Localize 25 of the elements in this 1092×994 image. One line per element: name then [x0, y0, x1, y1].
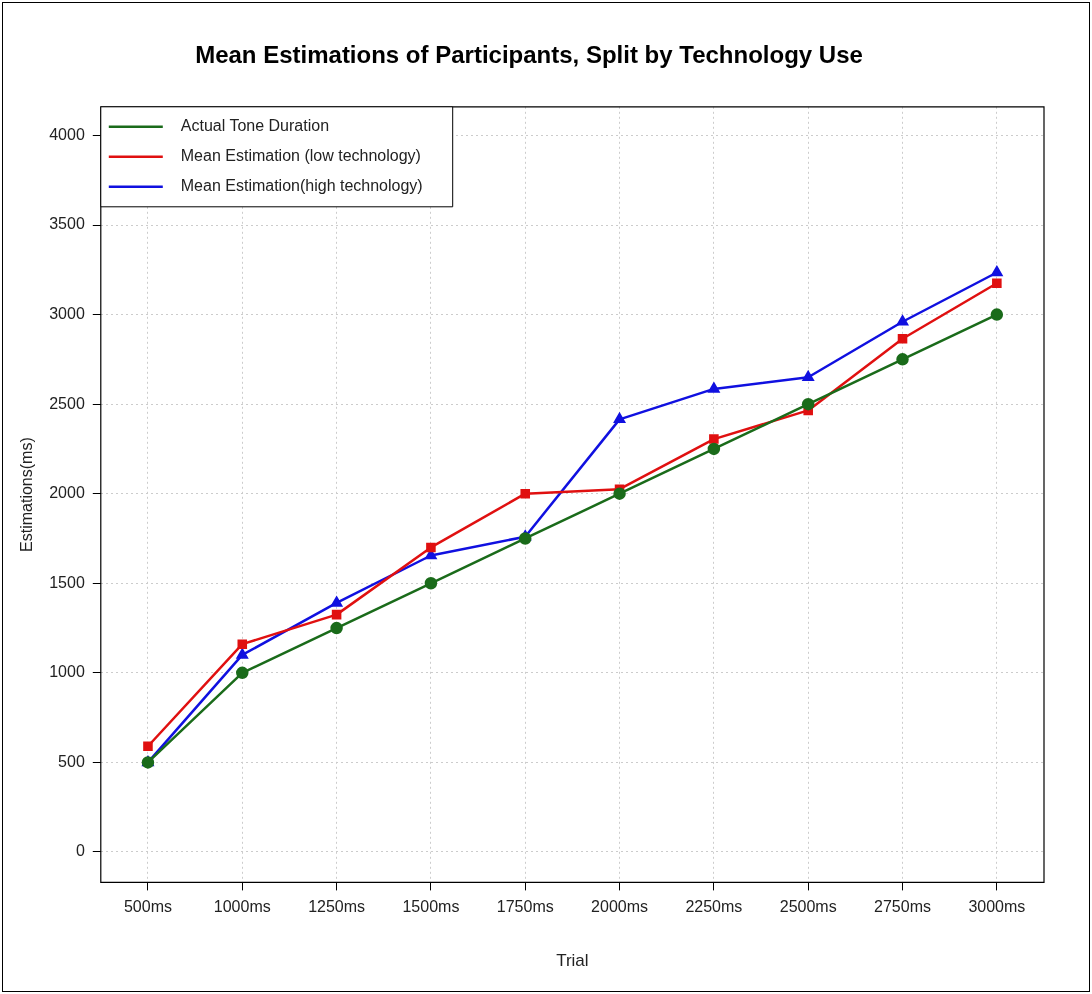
y-tick-label: 2000	[49, 484, 85, 502]
y-tick-label: 4000	[49, 125, 85, 143]
y-tick-label: 1500	[49, 573, 85, 591]
legend-label: Mean Estimation (low technology)	[180, 147, 421, 165]
x-axis-title: Trial	[556, 951, 589, 971]
x-tick-label: 500ms	[123, 898, 172, 916]
y-tick-label: 1000	[49, 663, 85, 681]
y-tick-label: 3500	[49, 215, 85, 233]
x-tick-label: 3000ms	[968, 898, 1026, 916]
x-tick-label: 1750ms	[496, 898, 554, 916]
x-tick-label: 2500ms	[779, 898, 837, 916]
y-tick-label: 3000	[49, 304, 85, 322]
x-tick-label: 2000ms	[591, 898, 649, 916]
x-tick-label: 2750ms	[874, 898, 931, 916]
x-tick-label: 1250ms	[308, 898, 366, 916]
x-tick-label: 2250ms	[685, 898, 743, 916]
y-tick-label: 500	[58, 752, 85, 770]
y-axis-title: Estimations(ms)	[18, 437, 36, 552]
y-tick-label: 2500	[49, 394, 85, 412]
legend-label: Mean Estimation(high technology)	[180, 177, 423, 195]
y-tick-label: 0	[75, 842, 85, 860]
legend-label: Actual Tone Duration	[180, 117, 330, 135]
chart-title: Mean Estimations of Participants, Split by Technology Use	[195, 41, 863, 69]
x-tick-label: 1000ms	[213, 898, 271, 916]
x-tick-label: 1500ms	[402, 898, 460, 916]
